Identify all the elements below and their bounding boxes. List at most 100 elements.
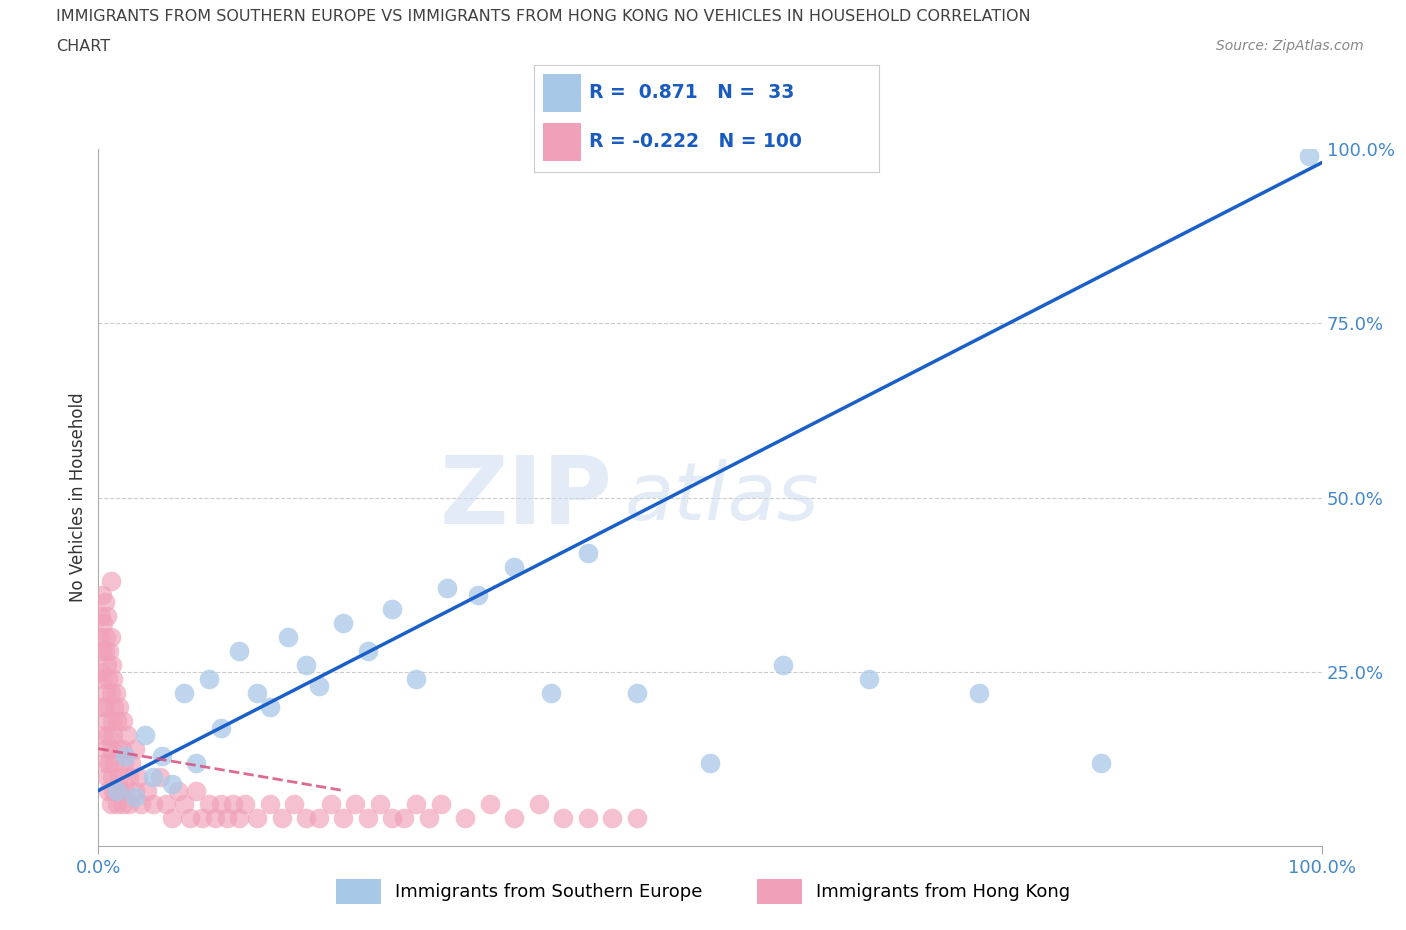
Point	[97, 671, 120, 686]
Bar	[543, 123, 581, 162]
Point	[186, 783, 208, 798]
Point	[127, 769, 149, 784]
Point	[114, 783, 136, 798]
Point	[283, 797, 305, 812]
Point	[91, 727, 114, 742]
Point	[576, 811, 599, 826]
Point	[101, 658, 124, 672]
Point	[150, 748, 173, 763]
Point	[160, 776, 183, 790]
Point	[332, 811, 354, 826]
Point	[136, 783, 159, 798]
Point	[405, 797, 427, 812]
Point	[100, 741, 122, 756]
Point	[104, 783, 127, 798]
Point	[967, 685, 990, 700]
Point	[1298, 148, 1320, 164]
Point	[91, 644, 114, 658]
Point	[108, 699, 131, 714]
Point	[478, 797, 501, 812]
Point	[91, 671, 114, 686]
Point	[118, 769, 141, 784]
Point	[204, 811, 226, 826]
Point	[101, 713, 124, 728]
Point	[100, 574, 122, 589]
Point	[93, 644, 115, 658]
Point	[197, 797, 219, 812]
Point	[103, 755, 125, 770]
Point	[246, 685, 269, 700]
Point	[772, 658, 794, 672]
Point	[209, 797, 232, 812]
Point	[124, 790, 146, 805]
Legend: Immigrants from Southern Europe, Immigrants from Hong Kong: Immigrants from Southern Europe, Immigra…	[329, 871, 1077, 911]
Point	[295, 811, 318, 826]
Point	[90, 609, 112, 624]
Point	[96, 609, 118, 624]
Point	[111, 741, 134, 756]
Point	[1090, 755, 1112, 770]
Text: Source: ZipAtlas.com: Source: ZipAtlas.com	[1216, 39, 1364, 53]
Point	[134, 727, 156, 742]
Point	[100, 685, 122, 700]
Text: IMMIGRANTS FROM SOUTHERN EUROPE VS IMMIGRANTS FROM HONG KONG NO VEHICLES IN HOUS: IMMIGRANTS FROM SOUTHERN EUROPE VS IMMIG…	[56, 9, 1031, 24]
Point	[93, 699, 115, 714]
Y-axis label: No Vehicles in Household: No Vehicles in Household	[69, 392, 87, 603]
Point	[101, 783, 124, 798]
Point	[209, 721, 232, 736]
Point	[600, 811, 623, 826]
Point	[129, 797, 152, 812]
Point	[197, 671, 219, 686]
Point	[142, 797, 165, 812]
Point	[418, 811, 440, 826]
Point	[215, 811, 238, 826]
Point	[308, 679, 330, 694]
Point	[93, 755, 115, 770]
Point	[104, 685, 127, 700]
Point	[553, 811, 575, 826]
Point	[96, 713, 118, 728]
Point	[179, 811, 201, 826]
Point	[89, 630, 111, 644]
Point	[381, 811, 404, 826]
Point	[233, 797, 256, 812]
Point	[107, 741, 129, 756]
Point	[191, 811, 214, 826]
Point	[149, 769, 172, 784]
Point	[626, 685, 648, 700]
Point	[356, 811, 378, 826]
Point	[105, 713, 128, 728]
Point	[308, 811, 330, 826]
Point	[98, 755, 121, 770]
Point	[368, 797, 391, 812]
Point	[94, 630, 117, 644]
Point	[576, 546, 599, 561]
Text: CHART: CHART	[56, 39, 110, 54]
Point	[91, 699, 114, 714]
Point	[540, 685, 562, 700]
Point	[90, 665, 112, 680]
Point	[503, 811, 526, 826]
Point	[319, 797, 342, 812]
Point	[527, 797, 550, 812]
Point	[167, 783, 190, 798]
Text: R = -0.222   N = 100: R = -0.222 N = 100	[589, 132, 803, 151]
Point	[259, 797, 281, 812]
Point	[332, 616, 354, 631]
Point	[101, 671, 124, 686]
Point	[101, 727, 124, 742]
Point	[100, 797, 122, 812]
Point	[105, 797, 128, 812]
Point	[96, 658, 118, 672]
Point	[124, 741, 146, 756]
Point	[295, 658, 318, 672]
Point	[111, 797, 134, 812]
Point	[120, 755, 142, 770]
Point	[222, 797, 245, 812]
Point	[270, 811, 294, 826]
Text: ZIP: ZIP	[439, 452, 612, 543]
Point	[155, 797, 177, 812]
Point	[503, 560, 526, 575]
Point	[405, 671, 427, 686]
Point	[111, 713, 134, 728]
